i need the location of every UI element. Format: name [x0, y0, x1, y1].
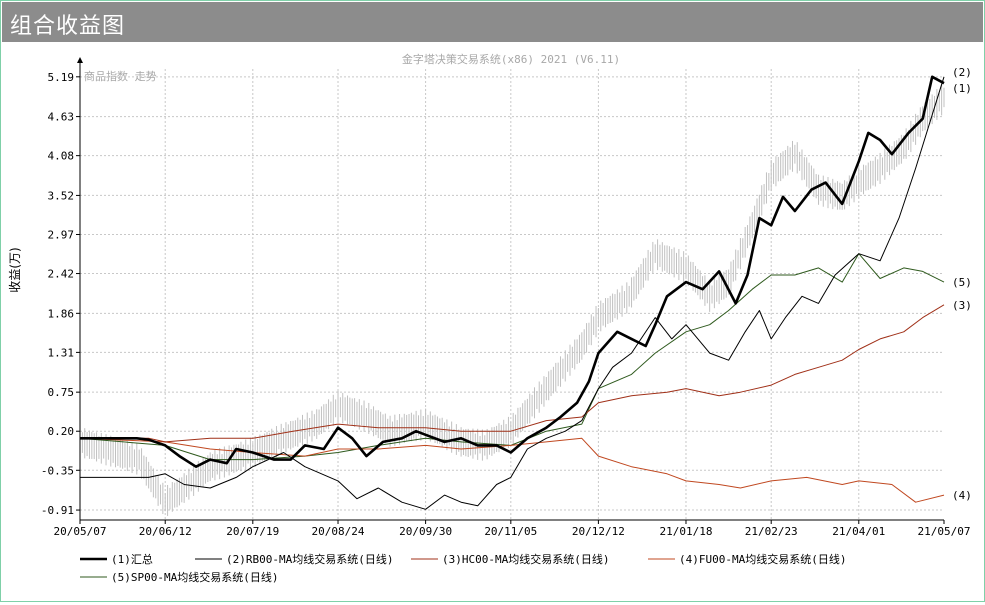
series-line-5 — [79, 253, 945, 461]
y-tick-label: 5.19 — [48, 71, 75, 84]
series-end-label-2: (2) — [952, 66, 972, 79]
x-tick-label: 20/08/24 — [312, 525, 365, 538]
y-tick-label: 4.08 — [48, 150, 75, 163]
y-tick-label: 4.63 — [48, 111, 75, 124]
legend: (1)汇总 (2)RB00-MA均线交易系统(日线) (3)HC00-MA均线交易系… — [80, 552, 846, 584]
y-tick-label: 0.75 — [48, 386, 75, 399]
y-tick-label: 2.42 — [48, 268, 75, 281]
x-tick-label: 21/01/18 — [659, 525, 712, 538]
axes: 5.19 4.63 4.08 3.52 2.97 2.42 1.86 1.31 0.75 0.20… — [41, 57, 972, 538]
y-tick-label: 2.97 — [48, 228, 75, 241]
x-tick-label: 21/02/23 — [745, 525, 798, 538]
y-tick-label: -0.91 — [41, 504, 74, 517]
series-lines — [79, 75, 945, 510]
series-end-label-3: (3) — [952, 299, 972, 312]
y-tick-label: 1.31 — [48, 346, 75, 359]
series-end-label-5: (5) — [952, 276, 972, 289]
y-tick-label: 0.20 — [48, 425, 75, 438]
series-line-3 — [80, 304, 945, 443]
series-end-label-1: (1) — [952, 82, 972, 95]
x-tick-label: 20/09/30 — [399, 525, 452, 538]
y-tick-label: 3.52 — [48, 189, 75, 202]
series-end-label-4: (4) — [952, 489, 972, 502]
legend-label-1: (1)汇总 — [111, 552, 153, 566]
index-series — [79, 84, 945, 516]
y-tick-label: 1.86 — [48, 307, 75, 320]
y-tick-label: -0.35 — [41, 464, 74, 477]
series-line-4 — [79, 437, 945, 503]
x-tick-label: 21/04/01 — [832, 525, 885, 538]
chart-subtitle: 商品指数 走势 — [84, 69, 157, 83]
series-line-1 — [80, 75, 945, 469]
chart-title: 金字塔决策交易系统(x86) 2021 (V6.11) — [402, 52, 620, 66]
legend-label-4: (4)FU00-MA均线交易系统(日线) — [679, 552, 846, 566]
x-tick-label: 20/06/12 — [139, 525, 192, 538]
x-tick-label: 21/05/07 — [918, 525, 971, 538]
x-tick-label: 20/12/12 — [572, 525, 625, 538]
x-tick-label: 20/05/07 — [54, 525, 107, 538]
y-axis-arrow — [77, 57, 83, 63]
x-tick-label: 20/11/05 — [484, 525, 537, 538]
legend-label-5: (5)SP00-MA均线交易系统(日线) — [111, 570, 278, 584]
chart-area: 金字塔决策交易系统(x86) 2021 (V6.11) 商品指数 走势 收益(万… — [1, 43, 985, 601]
series-line-2 — [80, 76, 945, 510]
x-tick-label: 20/07/19 — [226, 525, 279, 538]
legend-label-2: (2)RB00-MA均线交易系统(日线) — [226, 552, 393, 566]
title-bar: 组合收益图 — [2, 2, 983, 42]
equity-curve-chart: 金字塔决策交易系统(x86) 2021 (V6.11) 商品指数 走势 收益(万… — [8, 52, 972, 584]
y-axis-label: 收益(万) — [8, 247, 22, 292]
legend-label-3: (3)HC00-MA均线交易系统(日线) — [442, 552, 609, 566]
window-title: 组合收益图 — [10, 14, 126, 39]
